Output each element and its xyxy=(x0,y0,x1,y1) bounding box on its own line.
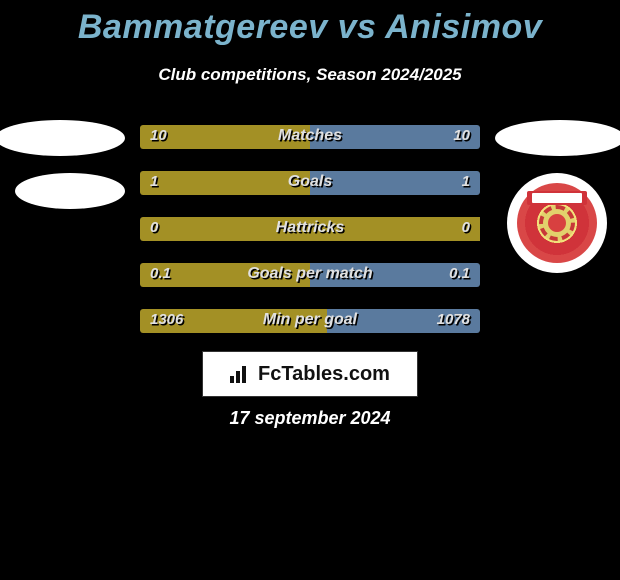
stat-bar-right xyxy=(310,171,480,195)
badge-art xyxy=(517,183,597,263)
stat-bar-left xyxy=(140,125,310,149)
right-player-oval-1 xyxy=(495,120,620,156)
stat-bar-left xyxy=(140,263,310,287)
stat-bar-right xyxy=(310,263,480,287)
stat-bar-right xyxy=(310,125,480,149)
stat-bar-left xyxy=(140,217,480,241)
left-player-oval-2 xyxy=(15,173,125,209)
date-label: 17 september 2024 xyxy=(0,408,620,429)
stat-row: 1 Goals 1 xyxy=(140,171,480,195)
bar-chart-icon xyxy=(230,365,252,383)
stat-row: 0 Hattricks 0 xyxy=(140,217,480,241)
stat-bar-left xyxy=(140,171,310,195)
stat-bar-right xyxy=(327,309,480,333)
page-title: Bammatgereev vs Anisimov xyxy=(0,0,620,47)
fctables-label: FcTables.com xyxy=(258,363,390,386)
left-player-oval-1 xyxy=(0,120,125,156)
right-team-badge xyxy=(507,173,607,273)
stats-block: 10 Matches 10 1 Goals 1 0 Hattricks 0 0.… xyxy=(140,125,480,355)
stat-bar-left xyxy=(140,309,327,333)
fctables-watermark: FcTables.com xyxy=(202,351,418,397)
stat-row: 10 Matches 10 xyxy=(140,125,480,149)
stat-row: 0.1 Goals per match 0.1 xyxy=(140,263,480,287)
infographic-container: Bammatgereev vs Anisimov Club competitio… xyxy=(0,0,620,580)
subtitle: Club competitions, Season 2024/2025 xyxy=(0,65,620,85)
stat-row: 1306 Min per goal 1078 xyxy=(140,309,480,333)
